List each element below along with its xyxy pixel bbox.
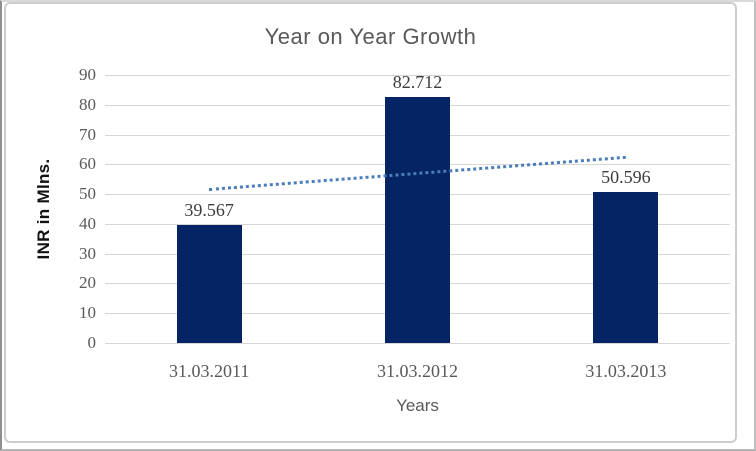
y-tick-label-50: 50 (79, 184, 96, 204)
y-tick-label-80: 80 (79, 94, 96, 114)
y-tick-label-10: 10 (79, 303, 96, 323)
x-tick-label-31.03.2011: 31.03.2011 (168, 361, 250, 381)
gridline-90 (105, 75, 730, 76)
data-label-31.03.2012: 82.712 (392, 71, 443, 92)
bar-31.03.2012 (385, 96, 450, 343)
data-label-31.03.2011: 39.567 (184, 200, 234, 221)
y-tick-label-0: 0 (87, 333, 97, 352)
y-tick-label-30: 30 (79, 243, 96, 263)
data-label-31.03.2013: 50.596 (601, 167, 651, 188)
y-tick-label-60: 60 (79, 154, 96, 174)
gridline-0 (105, 343, 730, 344)
y-tick-label-90: 90 (79, 65, 96, 84)
y-tick-label-40: 40 (79, 213, 96, 233)
x-tick-label-31.03.2012: 31.03.2012 (377, 361, 458, 381)
chart-title: Year on Year Growth (264, 24, 477, 49)
bar-31.03.2011 (176, 225, 242, 343)
bar-31.03.2013 (593, 192, 659, 343)
x-tick-label-31.03.2013: 31.03.2013 (585, 361, 667, 381)
y-tick-label-20: 20 (79, 273, 96, 293)
x-axis-title: Years (396, 396, 439, 415)
y-tick-label-70: 70 (79, 124, 96, 144)
